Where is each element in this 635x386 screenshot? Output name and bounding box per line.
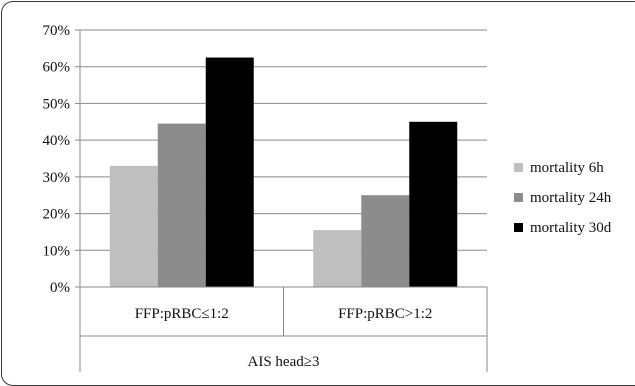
y-tick-label: 60% bbox=[43, 60, 71, 76]
bar-mortality-30d-0 bbox=[205, 57, 254, 288]
legend-label: mortality 30d bbox=[530, 220, 612, 236]
category-labels: FFP:pRBC≤1:2 FFP:pRBC>1:2 AIS head≥3 bbox=[135, 306, 433, 370]
legend-swatch bbox=[514, 223, 523, 232]
y-tick-label: 10% bbox=[43, 243, 71, 259]
category-label: FFP:pRBC>1:2 bbox=[338, 306, 432, 322]
legend-swatch bbox=[514, 193, 523, 202]
legend-label: mortality 6h bbox=[530, 160, 604, 176]
category-label: FFP:pRBC≤1:2 bbox=[135, 306, 229, 322]
bar-mortality-6h-1 bbox=[313, 230, 362, 287]
group-label: AIS head≥3 bbox=[248, 354, 320, 370]
axes bbox=[79, 30, 488, 372]
legend-label: mortality 24h bbox=[530, 190, 612, 206]
y-tick-label: 30% bbox=[43, 170, 71, 186]
y-tick-label: 40% bbox=[43, 133, 71, 149]
bars bbox=[109, 57, 458, 288]
legend: mortality 6h mortality 24h mortality 30d bbox=[514, 160, 612, 236]
y-tick-label: 0% bbox=[50, 280, 70, 296]
y-tick-label: 20% bbox=[43, 207, 71, 223]
bar-mortality-24h-0 bbox=[157, 123, 206, 287]
y-tick-label: 70% bbox=[43, 23, 71, 39]
bar-mortality-24h-1 bbox=[361, 195, 410, 287]
y-axis-ticks: 0% 10% 20% 30% 40% 50% 60% 70% bbox=[43, 23, 80, 296]
y-tick-label: 50% bbox=[43, 96, 71, 112]
bar-chart: 0%10%20%30%40%50%60%70% FFP:pRBC≤1:2 FFP:… bbox=[43, 23, 612, 372]
bar-mortality-6h-0 bbox=[109, 165, 158, 287]
legend-swatch bbox=[514, 163, 523, 172]
bar-mortality-30d-1 bbox=[409, 121, 458, 288]
